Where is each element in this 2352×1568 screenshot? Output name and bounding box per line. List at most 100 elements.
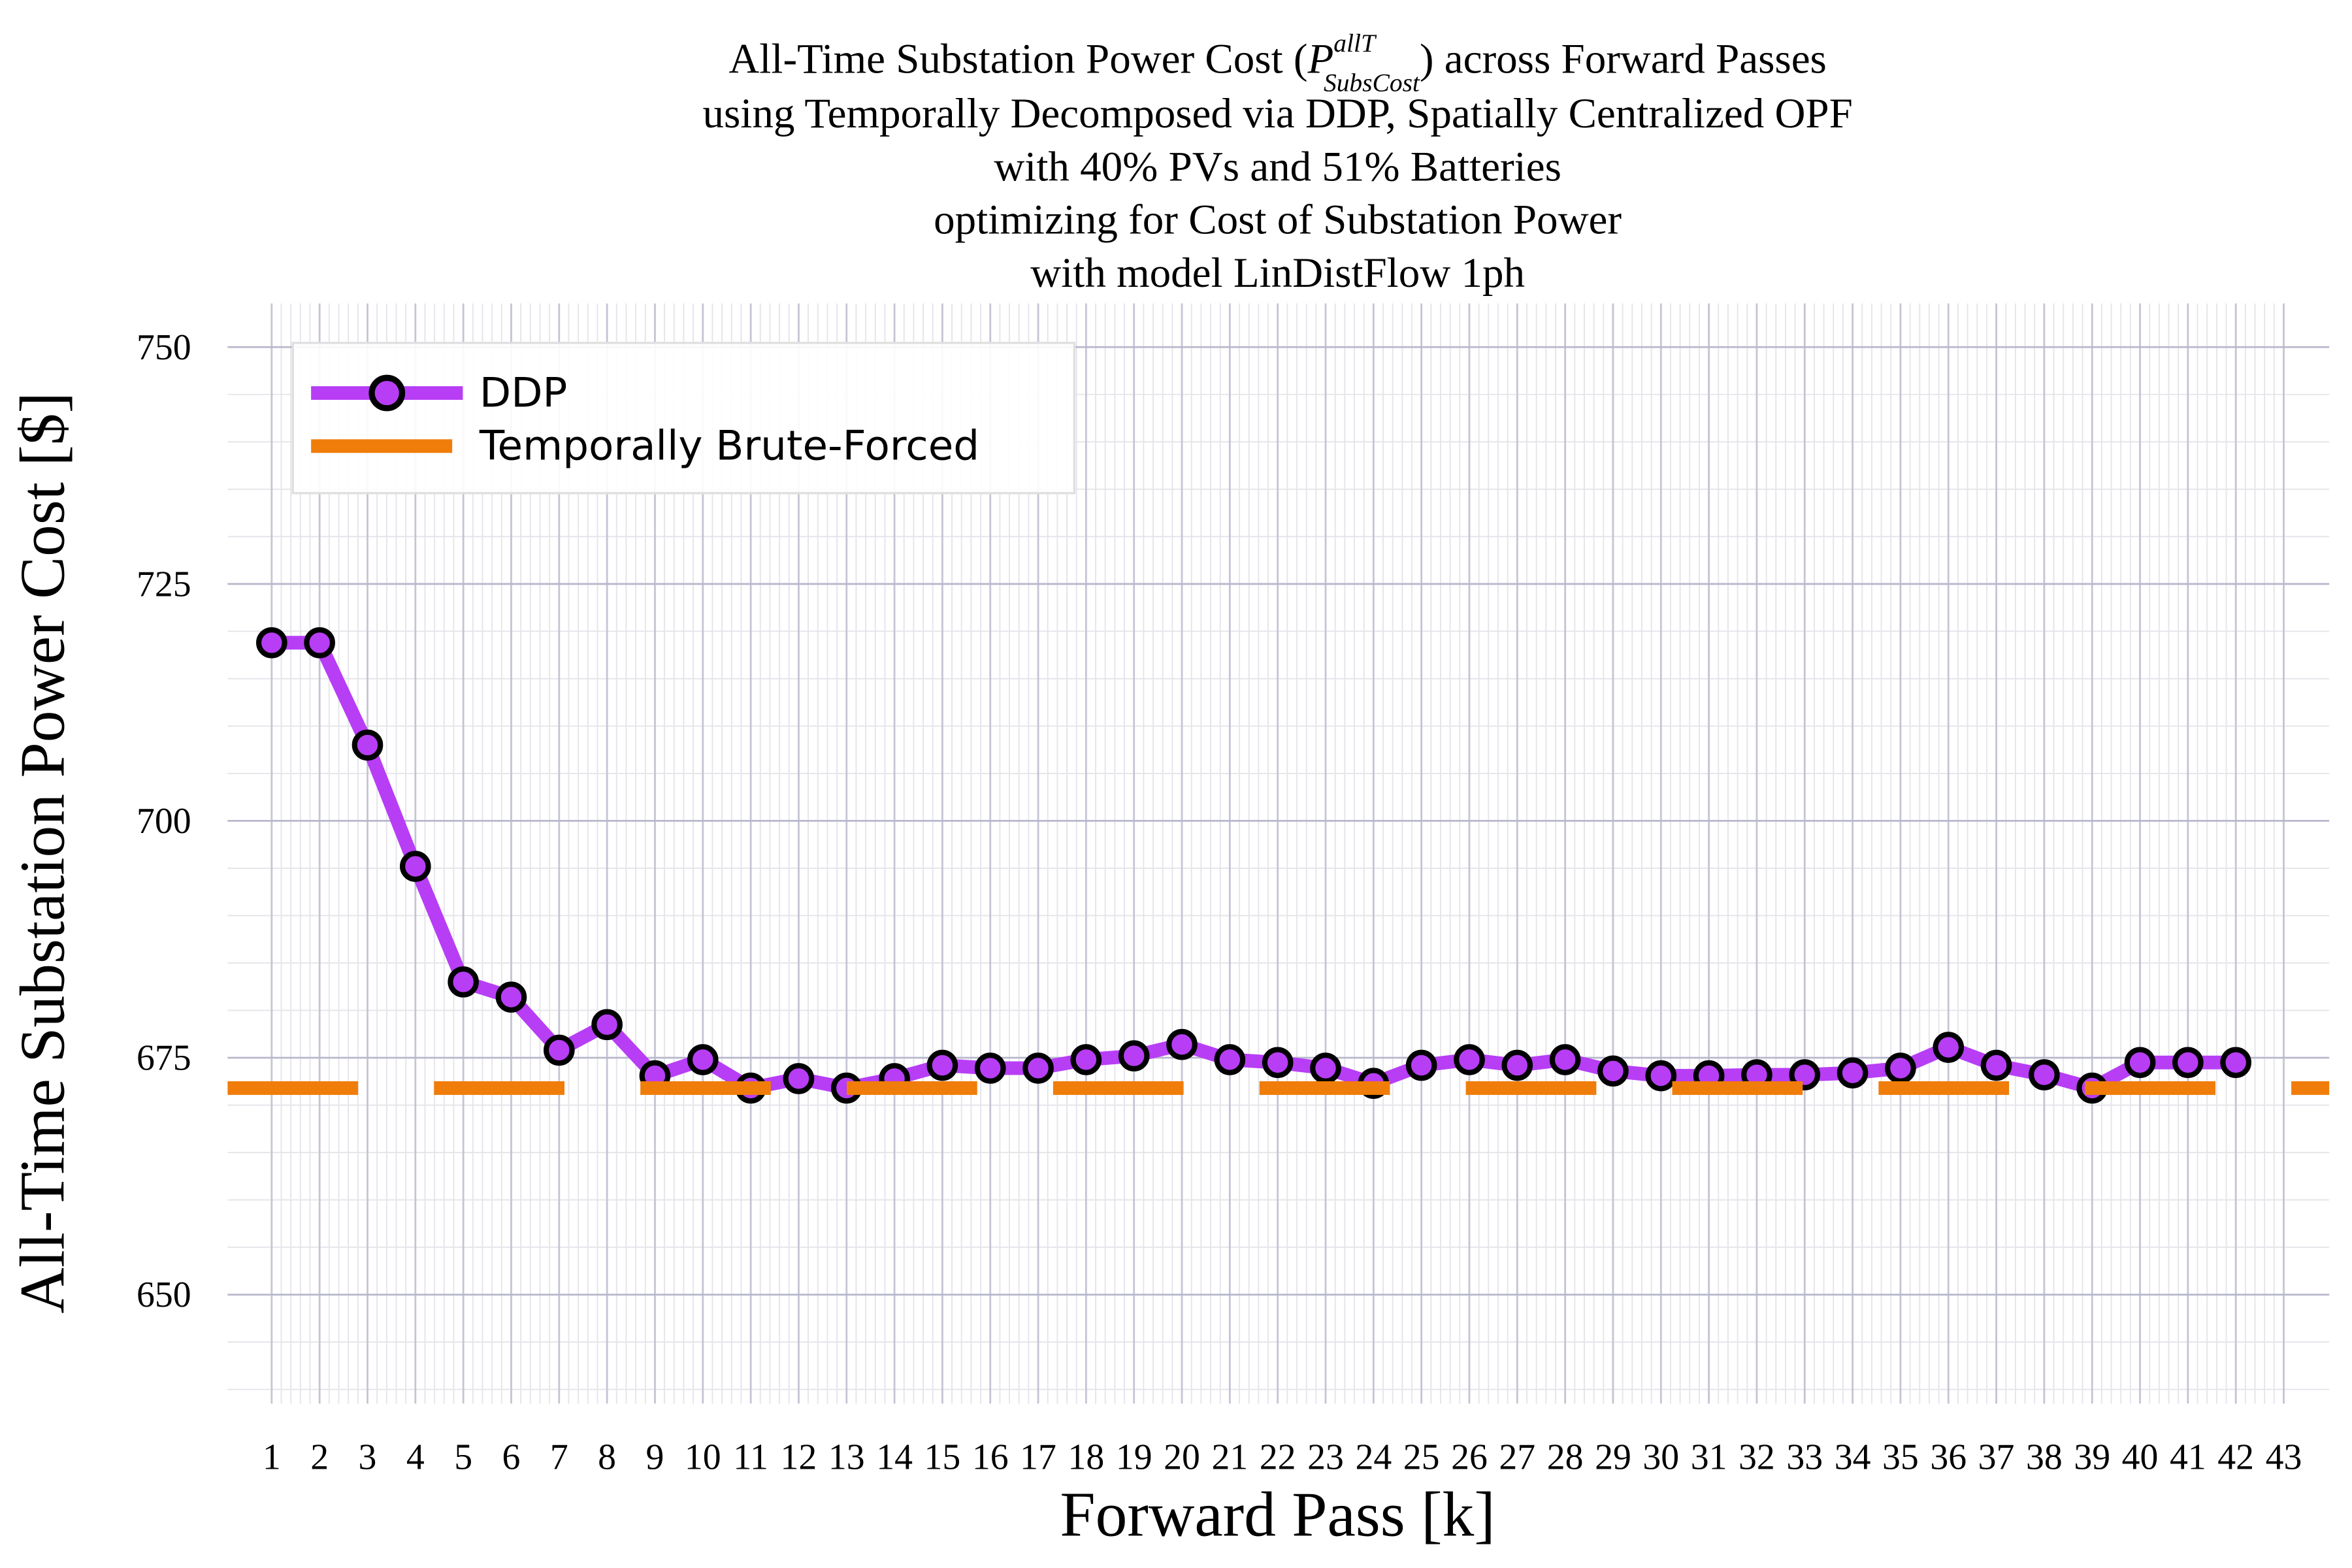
x-tick-label: 1 <box>263 1437 281 1477</box>
data-point <box>1645 1060 1677 1092</box>
data-point <box>2172 1047 2204 1079</box>
x-tick-label: 28 <box>1547 1437 1584 1477</box>
x-tick-label: 29 <box>1595 1437 1631 1477</box>
x-tick-label: 22 <box>1260 1437 1296 1477</box>
x-tick-label: 13 <box>828 1437 865 1477</box>
x-tick-label: 19 <box>1116 1437 1152 1477</box>
y-tick-label: 675 <box>137 1038 191 1079</box>
data-point <box>1980 1049 2012 1081</box>
legend-box <box>291 342 1076 495</box>
data-point <box>400 851 431 882</box>
data-point <box>1214 1044 1246 1075</box>
legend-label: Temporally Brute-Forced <box>479 422 979 470</box>
chart-title: All-Time Substation Power Cost (PallT Sub… <box>728 29 1827 97</box>
data-point <box>1501 1049 1533 1081</box>
x-tick-label: 21 <box>1211 1437 1248 1477</box>
chart-subtitle: using Temporally Decomposed via DDP, Spa… <box>702 90 1852 137</box>
x-tick-label: 15 <box>924 1437 961 1477</box>
y-tick-label: 750 <box>137 327 191 368</box>
grid <box>227 303 2330 1404</box>
x-tick-label: 20 <box>1164 1437 1200 1477</box>
x-tick-label: 35 <box>1882 1437 1919 1477</box>
x-tick-label: 2 <box>310 1437 329 1477</box>
x-tick-label: 3 <box>359 1437 377 1477</box>
x-tick-label: 39 <box>2074 1437 2110 1477</box>
data-point <box>256 627 287 659</box>
data-point <box>495 981 527 1013</box>
chart-subtitle: optimizing for Cost of Substation Power <box>934 197 1622 244</box>
x-tick-label: 17 <box>1020 1437 1056 1477</box>
y-tick-label: 700 <box>137 801 191 841</box>
x-tick-label: 33 <box>1786 1437 1823 1477</box>
x-tick-label: 27 <box>1499 1437 1535 1477</box>
x-tick-label: 41 <box>2170 1437 2206 1477</box>
x-tick-label: 34 <box>1835 1437 1871 1477</box>
x-tick-label: 6 <box>502 1437 521 1477</box>
x-tick-label: 18 <box>1068 1437 1105 1477</box>
data-point <box>1549 1044 1581 1075</box>
data-point <box>1454 1044 1485 1075</box>
data-point <box>783 1063 815 1094</box>
x-axis-label: Forward Pass [k] <box>1060 1479 1495 1550</box>
data-point <box>304 627 335 659</box>
y-axis-label: All-Time Substation Power Cost [$] <box>8 392 78 1314</box>
chart-subtitle: with 40% PVs and 51% Batteries <box>994 143 1561 190</box>
x-tick-label: 26 <box>1451 1437 1488 1477</box>
data-point <box>2029 1059 2060 1090</box>
data-point <box>1118 1040 1150 1071</box>
data-point <box>974 1053 1006 1084</box>
y-tick-label: 650 <box>137 1275 191 1315</box>
data-point <box>1166 1028 1198 1060</box>
data-point <box>1310 1053 1341 1084</box>
x-tick-label: 31 <box>1691 1437 1727 1477</box>
x-tick-label: 9 <box>646 1437 664 1477</box>
x-tick-label: 5 <box>454 1437 472 1477</box>
legend: DDP Temporally Brute-Forced <box>291 342 1076 495</box>
x-tick-label: 12 <box>781 1437 817 1477</box>
title-sub: SubsCost <box>1324 68 1420 97</box>
data-point <box>1262 1047 1294 1079</box>
data-point <box>1022 1053 1054 1084</box>
x-tick-label: 23 <box>1307 1437 1344 1477</box>
data-point <box>2220 1047 2251 1079</box>
data-point <box>1885 1053 1916 1084</box>
x-tick-label: 25 <box>1403 1437 1440 1477</box>
x-tick-label: 10 <box>685 1437 721 1477</box>
x-tick-label: 38 <box>2026 1437 2063 1477</box>
x-tick-label: 7 <box>550 1437 568 1477</box>
data-point <box>687 1044 719 1075</box>
title-symbol: P <box>1307 35 1334 82</box>
x-tick-label: 30 <box>1642 1437 1679 1477</box>
x-tick-label: 40 <box>2122 1437 2159 1477</box>
data-point <box>926 1049 958 1081</box>
x-tick-label: 8 <box>598 1437 616 1477</box>
legend-marker <box>368 374 406 412</box>
title-text: ) across Forward Passes <box>1420 35 1827 82</box>
data-point <box>1597 1055 1629 1087</box>
data-point <box>1405 1049 1437 1081</box>
title-text: All-Time Substation Power Cost ( <box>728 35 1307 82</box>
data-point <box>591 1009 623 1041</box>
x-tick-label: 24 <box>1355 1437 1392 1477</box>
data-point <box>2124 1047 2156 1079</box>
x-tick-label: 4 <box>406 1437 425 1477</box>
data-point <box>351 729 384 761</box>
series-line <box>271 636 2236 1095</box>
data-point <box>448 966 479 998</box>
y-tick-label: 725 <box>137 564 191 604</box>
x-tick-label: 14 <box>876 1437 913 1477</box>
legend-label: DDP <box>480 368 567 416</box>
x-tick-label: 11 <box>733 1437 768 1477</box>
data-point <box>1070 1044 1102 1075</box>
title-sup: allT <box>1333 29 1377 57</box>
data-point <box>543 1034 575 1066</box>
x-tick-label: 32 <box>1739 1437 1775 1477</box>
x-tick-label: 36 <box>1930 1437 1967 1477</box>
x-tick-label: 37 <box>1978 1437 2015 1477</box>
x-tick-label: 43 <box>2266 1437 2302 1477</box>
data-point <box>1837 1057 1869 1089</box>
x-tick-label: 16 <box>972 1437 1009 1477</box>
chart-subtitle: with model LinDistFlow 1ph <box>1030 250 1525 297</box>
